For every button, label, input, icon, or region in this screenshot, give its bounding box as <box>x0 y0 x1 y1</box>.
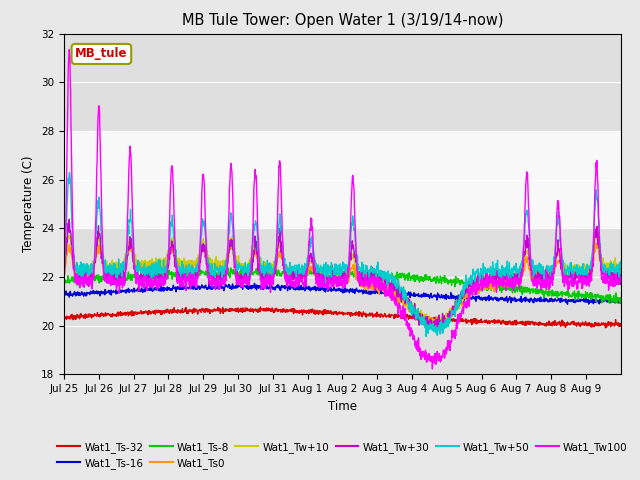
X-axis label: Time: Time <box>328 400 357 413</box>
Title: MB Tule Tower: Open Water 1 (3/19/14-now): MB Tule Tower: Open Water 1 (3/19/14-now… <box>182 13 503 28</box>
Bar <box>64 34 621 131</box>
Y-axis label: Temperature (C): Temperature (C) <box>22 156 35 252</box>
Bar <box>64 228 621 374</box>
Text: MB_tule: MB_tule <box>75 48 127 60</box>
Bar <box>64 131 621 228</box>
Legend: Wat1_Ts-32, Wat1_Ts-16, Wat1_Ts-8, Wat1_Ts0, Wat1_Tw+10, Wat1_Tw+30, Wat1_Tw+50,: Wat1_Ts-32, Wat1_Ts-16, Wat1_Ts-8, Wat1_… <box>53 438 632 473</box>
